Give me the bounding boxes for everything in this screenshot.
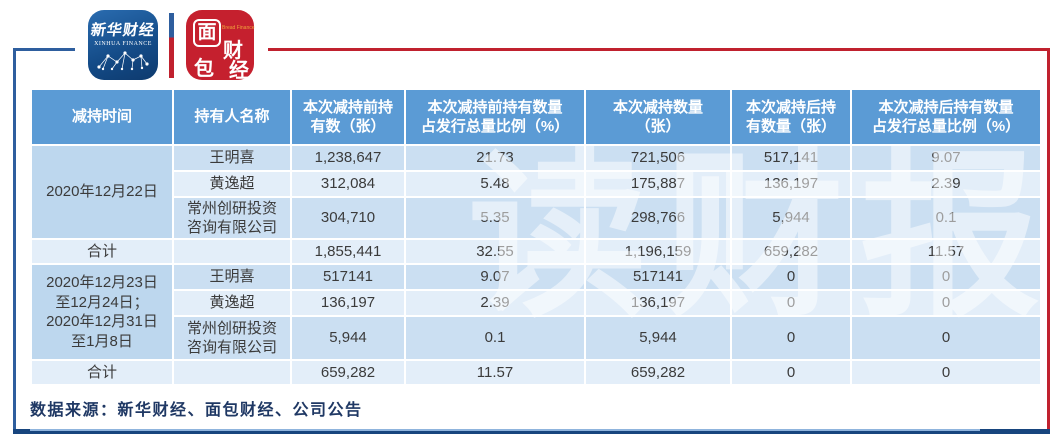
table-cell: 0 — [852, 361, 1040, 384]
column-header: 减持时间 — [32, 90, 172, 144]
table-cell: 1,238,647 — [292, 146, 404, 170]
table-cell: 136,197 — [292, 291, 404, 315]
total-row: 合计 1,855,441 32.55 1,196,159 659,282 11.57 — [32, 240, 1040, 263]
table-cell: 517,141 — [732, 146, 850, 170]
table-row: 常州创研投资 咨询有限公司 5,944 0.1 5,944 0 0 — [32, 317, 1040, 359]
table-cell: 合计 — [32, 361, 172, 384]
xinhua-logo-subtitle: XINHUA FINANCE — [94, 41, 152, 47]
xinhua-logo-title: 新华财经 — [89, 23, 156, 39]
table-body: 2020年12月22日 王明喜 1,238,647 21.73 721,506 517,1… — [32, 146, 1040, 384]
table-cell: 298,766 — [586, 198, 730, 238]
frame-red-top-line — [268, 48, 1050, 51]
table-row: 黄逸超 136,197 2.39 136,197 0 0 — [32, 291, 1040, 315]
table-cell: 5,944 — [292, 317, 404, 359]
frame-left-line — [13, 48, 16, 434]
table-cell: 黄逸超 — [174, 172, 290, 196]
bread-logo-char-cai: 财 — [223, 40, 243, 62]
table-cell: 5.35 — [406, 198, 584, 238]
table-cell: 304,710 — [292, 198, 404, 238]
table-row: 黄逸超 312,084 5.48 175,887 136,197 2.39 — [32, 172, 1040, 196]
table-cell: 21.73 — [406, 146, 584, 170]
table-cell: 136,197 — [732, 172, 850, 196]
table-cell: 0 — [852, 265, 1040, 289]
table-row: 常州创研投资 咨询有限公司 304,710 5.35 298,766 5,944 0.1 — [32, 198, 1040, 238]
table-cell: 659,282 — [292, 361, 404, 384]
total-row: 合计 659,282 11.57 659,282 0 0 — [32, 361, 1040, 384]
table-cell: 1,855,441 — [292, 240, 404, 263]
bread-finance-logo: 面 包 财 经 Bread Finance — [186, 10, 255, 82]
table-cell: 175,887 — [586, 172, 730, 196]
table-cell: 0 — [852, 291, 1040, 315]
table-cell: 659,282 — [732, 240, 850, 263]
frame-bottom-light-line — [30, 429, 980, 431]
column-header: 持有人名称 — [174, 90, 290, 144]
column-header: 本次减持前持有数量 占发行总量比例（%） — [406, 90, 584, 144]
frame-topleft-line — [13, 48, 75, 51]
table-cell: 5.48 — [406, 172, 584, 196]
table-cell: 11.57 — [852, 240, 1040, 263]
bread-logo-char-jing: 经 — [229, 60, 249, 82]
constellation-icon — [97, 51, 149, 71]
column-header: 本次减持数量 （张） — [586, 90, 730, 144]
column-header: 本次减持后持 有数量（张） — [732, 90, 850, 144]
table-cell: 9.07 — [406, 265, 584, 289]
date-cell: 2020年12月22日 — [32, 146, 172, 238]
frame-bottom-line — [13, 429, 1050, 434]
table-cell — [174, 361, 290, 384]
table-cell: 0 — [732, 361, 850, 384]
table-cell: 5,944 — [586, 317, 730, 359]
table-row: 2020年12月23日 至12月24日； 2020年12月31日 至1月8日 王明… — [32, 265, 1040, 359]
table-cell: 常州创研投资 咨询有限公司 — [174, 317, 290, 359]
table-cell: 659,282 — [586, 361, 730, 384]
table-cell: 136,197 — [586, 291, 730, 315]
frame-red-right-line — [1047, 48, 1050, 434]
table-header-row: 减持时间 持有人名称 本次减持前持 有数（张） 本次减持前持有数量 占发行总量比例（%… — [32, 90, 1040, 144]
table-cell: 32.55 — [406, 240, 584, 263]
table-cell: 2.39 — [852, 172, 1040, 196]
holdings-reduction-table: 减持时间 持有人名称 本次减持前持 有数（张） 本次减持前持有数量 占发行总量比例（%… — [30, 88, 1042, 386]
table-cell: 黄逸超 — [174, 291, 290, 315]
logo-divider-bar — [169, 13, 174, 78]
table-cell: 721,506 — [586, 146, 730, 170]
table-cell: 517141 — [292, 265, 404, 289]
table-cell: 11.57 — [406, 361, 584, 384]
table-cell: 5,944 — [732, 198, 850, 238]
table-cell: 0.1 — [406, 317, 584, 359]
table-cell: 0 — [852, 317, 1040, 359]
xinhua-finance-logo: 新华财经 XINHUA FINANCE — [88, 10, 158, 80]
table-cell: 0 — [732, 317, 850, 359]
bread-logo-char-mian: 面 — [193, 19, 221, 47]
table-cell: 常州创研投资 咨询有限公司 — [174, 198, 290, 238]
table-cell: 王明喜 — [174, 146, 290, 170]
table-cell: 2.39 — [406, 291, 584, 315]
table-cell — [174, 240, 290, 263]
data-source-note: 数据来源：新华财经、面包财经、公司公告 — [30, 402, 363, 419]
table-row: 2020年12月22日 王明喜 1,238,647 21.73 721,506 517,1… — [32, 146, 1040, 238]
table-cell: 312,084 — [292, 172, 404, 196]
table-cell: 1,196,159 — [586, 240, 730, 263]
bread-logo-subtitle: Bread Finance — [222, 25, 255, 31]
column-header: 本次减持后持有数量 占发行总量比例（%） — [852, 90, 1040, 144]
column-header: 本次减持前持 有数（张） — [292, 90, 404, 144]
table-cell: 合计 — [32, 240, 172, 263]
table-cell: 0 — [732, 265, 850, 289]
table-cell: 0 — [732, 291, 850, 315]
table-cell: 517141 — [586, 265, 730, 289]
table-cell: 王明喜 — [174, 265, 290, 289]
bread-logo-char-bao: 包 — [194, 58, 214, 80]
table-cell: 0.1 — [852, 198, 1040, 238]
table-cell: 9.07 — [852, 146, 1040, 170]
date-cell: 2020年12月23日 至12月24日； 2020年12月31日 至1月8日 — [32, 265, 172, 359]
